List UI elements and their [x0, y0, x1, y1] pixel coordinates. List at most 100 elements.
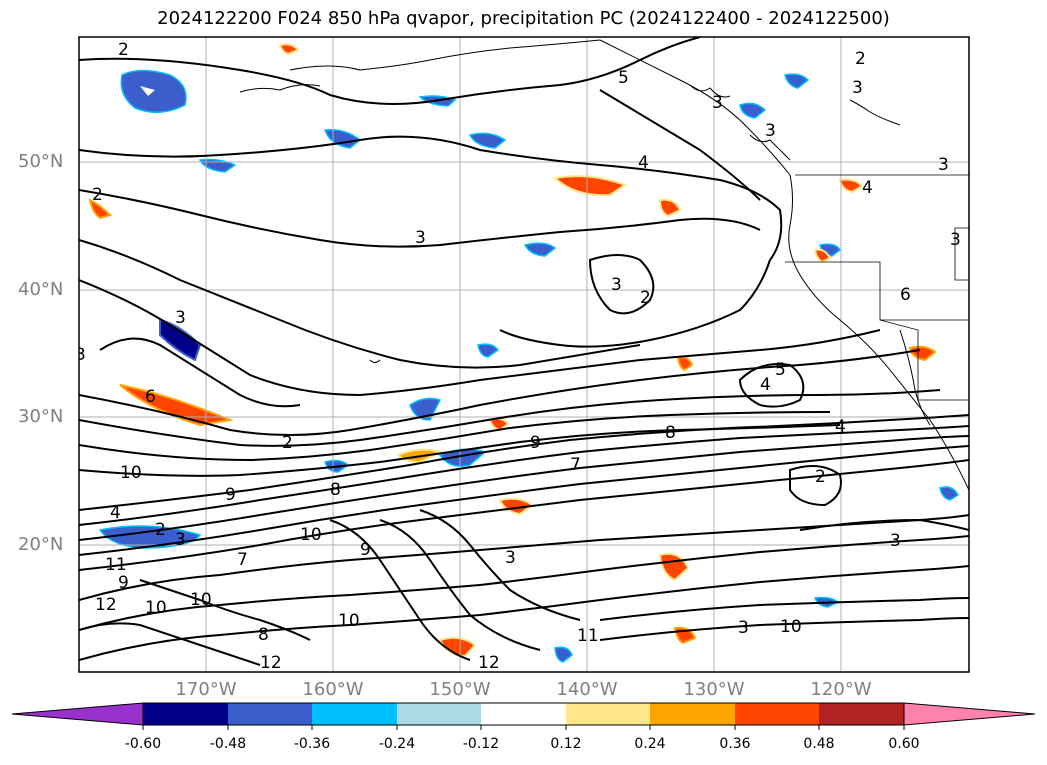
- contour-label: 2: [640, 288, 651, 308]
- contour-label: 9: [225, 485, 236, 505]
- contour-label: 3: [890, 531, 901, 551]
- colorbar-tick-label: 0.24: [634, 736, 666, 752]
- contour-label: 4: [835, 417, 846, 437]
- colorbar-extend-high: [903, 702, 1036, 726]
- contour-label: 4: [862, 178, 873, 198]
- contour-label: 10: [300, 525, 322, 545]
- precip-blob: [813, 248, 832, 264]
- contour-line: [79, 37, 701, 105]
- lat-label-30n: 30°N: [18, 406, 64, 427]
- contour-line: [79, 514, 969, 601]
- contour-line: [738, 363, 805, 408]
- contour-label: 3: [175, 530, 186, 550]
- contour-line: [79, 622, 261, 666]
- coastline: [239, 39, 969, 491]
- contour-label: 11: [577, 626, 599, 646]
- precip-blob: [658, 198, 682, 218]
- contour-label: 3: [75, 345, 86, 365]
- colorbar-segment: [481, 703, 566, 725]
- contour-label: 8: [258, 625, 269, 645]
- contour-label: 3: [611, 275, 622, 295]
- colorbar-frame: [142, 702, 905, 726]
- lat-label-20n: 20°N: [18, 534, 64, 555]
- contour-label: 12: [478, 653, 500, 673]
- contour-label: 12: [95, 595, 117, 615]
- contour-label: 12: [260, 653, 282, 673]
- contour-label: 4: [760, 375, 771, 395]
- contour-line: [79, 565, 969, 661]
- contour-label: 3: [738, 618, 749, 638]
- precip-blob: [739, 102, 767, 119]
- contour-label: 11: [105, 555, 127, 575]
- contour-label: 4: [110, 503, 121, 523]
- colorbar-tick-label: -0.12: [462, 736, 500, 752]
- contour-label: 5: [618, 68, 629, 88]
- colorbar-segment: [566, 703, 650, 725]
- precip-blob: [477, 343, 500, 358]
- contour-label: 3: [938, 155, 949, 175]
- precip-blob: [784, 73, 810, 89]
- precip-blob: [939, 486, 959, 501]
- contour-line: [79, 445, 969, 556]
- contour-label-group: 2 5 3 3 2 3 4 3 3 2 4 3 3 3 2 3 6 5 4 8 …: [75, 40, 961, 673]
- contour-line: [79, 414, 969, 511]
- precip-blob: [88, 198, 112, 220]
- precip-blob: [468, 132, 507, 149]
- precip-blob: [120, 69, 187, 114]
- contour-line: [79, 349, 921, 436]
- precip-blob: [159, 318, 202, 362]
- contour-line: [99, 337, 301, 408]
- colorbar-segment: [228, 703, 312, 725]
- contour-label: 8: [665, 423, 676, 443]
- precip-blob: [676, 356, 694, 372]
- contour-line: [379, 519, 541, 651]
- contour-label: 2: [282, 433, 293, 453]
- colorbar-segment: [650, 703, 735, 725]
- colorbar-tick-label: -0.24: [378, 736, 416, 752]
- contour-label: 8: [330, 480, 341, 500]
- precip-blob: [523, 242, 557, 257]
- colorbar-segment: [143, 703, 228, 725]
- contour-line: [79, 389, 941, 447]
- contour-line: [79, 535, 969, 631]
- precip-blob: [278, 43, 300, 56]
- contour-label: 3: [950, 230, 961, 250]
- contour-label: 4: [638, 153, 649, 173]
- precip-blob: [498, 497, 534, 516]
- contour-label: 10: [190, 590, 212, 610]
- lon-label-120w: 120°W: [810, 679, 872, 700]
- ocean-background: [79, 37, 969, 672]
- contour-label: 2: [855, 49, 866, 69]
- contour-line: [599, 597, 969, 621]
- contour-line: [79, 459, 969, 571]
- colorbar-tick-label: -0.48: [209, 736, 247, 752]
- contour-line: [79, 135, 783, 348]
- contour-line: [79, 239, 641, 369]
- lon-label-140w: 140°W: [556, 679, 618, 700]
- qvapor-contours: [79, 37, 969, 666]
- precip-blob: [838, 178, 864, 194]
- colorbar-segment: [397, 703, 481, 725]
- contour-line: [79, 425, 969, 526]
- contour-label: 3: [175, 308, 186, 328]
- colorbar-tick-label: -0.60: [124, 736, 162, 752]
- precip-blob: [119, 384, 234, 427]
- contour-label: 3: [765, 121, 776, 141]
- contour-label: 3: [415, 228, 426, 248]
- colorbar-segment: [312, 703, 397, 725]
- contour-label: 2: [815, 467, 826, 487]
- lon-label-130w: 130°W: [683, 679, 745, 700]
- map-frame: [78, 36, 970, 673]
- contour-line: [599, 89, 761, 201]
- lon-label-170w: 170°W: [175, 679, 237, 700]
- contour-line: [329, 519, 471, 661]
- contour-label: 6: [145, 387, 156, 407]
- precip-blob: [552, 175, 628, 197]
- contour-label: 3: [712, 93, 723, 113]
- contour-line: [799, 518, 969, 531]
- map-panel: 2 5 3 3 2 3 4 3 3 2 4 3 3 3 2 3 6 5 4 8 …: [75, 37, 969, 673]
- contour-line: [789, 465, 842, 507]
- contour-label: 10: [120, 463, 142, 483]
- colorbar-tick-label: -0.36: [293, 736, 331, 752]
